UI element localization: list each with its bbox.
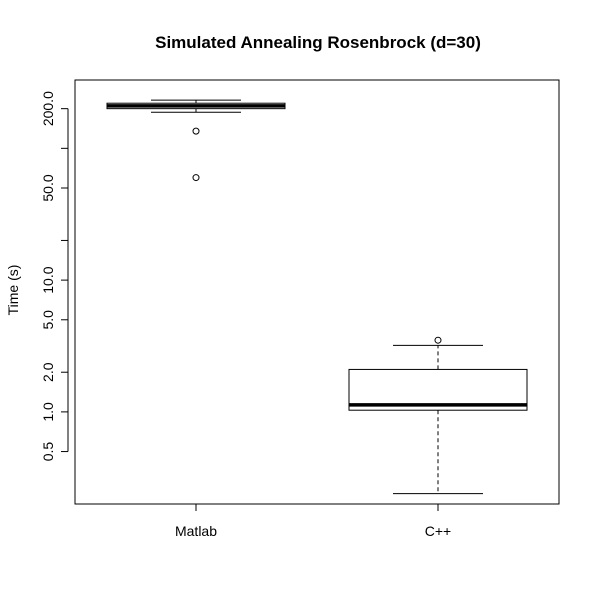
y-tick-label: 50.0 bbox=[40, 174, 56, 201]
y-tick-label: 5.0 bbox=[40, 310, 56, 330]
y-tick-label: 2.0 bbox=[40, 362, 56, 382]
y-tick-label: 0.5 bbox=[40, 442, 56, 462]
y-axis: 0.5 1.0 2.0 5.0 10.0 50.0 200.0 bbox=[40, 91, 69, 462]
outlier-point bbox=[434, 336, 442, 344]
y-tick-label: 200.0 bbox=[40, 91, 56, 126]
box-Matlab bbox=[106, 99, 286, 182]
x-axis: Matlab C++ bbox=[175, 504, 451, 539]
x-tick-label: C++ bbox=[425, 523, 451, 539]
y-tick-label: 10.0 bbox=[40, 266, 56, 293]
box-C++ bbox=[348, 336, 528, 495]
outlier-point bbox=[192, 174, 200, 182]
plot-frame bbox=[74, 79, 560, 505]
boxes bbox=[106, 99, 528, 495]
y-tick-label: 1.0 bbox=[40, 402, 56, 422]
y-axis-label: Time (s) bbox=[5, 265, 21, 316]
outlier-point bbox=[192, 127, 200, 135]
chart-title: Simulated Annealing Rosenbrock (d=30) bbox=[155, 33, 481, 52]
x-tick-label: Matlab bbox=[175, 523, 217, 539]
